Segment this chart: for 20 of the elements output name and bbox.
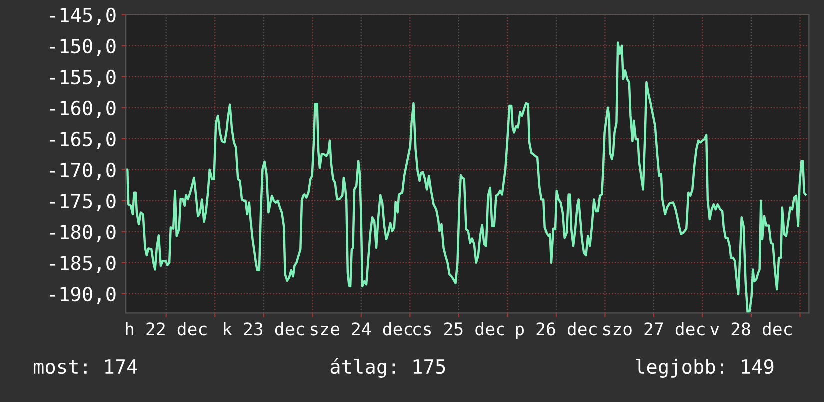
y-tick-label: -175,0 [50,194,116,212]
y-tick-label: -145,0 [50,8,116,26]
x-tick-label: cs 25 dec [414,322,504,336]
text: átlag: 175 [330,358,446,378]
y-tick-label: -165,0 [50,132,116,150]
text: most: 174 [34,360,138,374]
x-tick-label: k 23 dec [224,322,304,336]
text: legjobb: 149 [636,358,774,378]
x-tick-label: sze 24 dec [310,322,412,336]
y-tick-label: -160,0 [50,100,116,118]
y-tick-label: -170,0 [50,162,116,180]
x-tick-label: p 26 dec [516,322,597,340]
y-tick-label: -150,0 [50,38,116,56]
x-tick-label: h 22 dec [126,322,207,336]
y-tick-label: -180,0 [50,224,116,242]
y-tick-label: -155,0 [50,70,116,88]
x-tick-label: szo 27 dec [604,322,705,336]
y-tick-label: -185,0 [50,256,116,274]
x-tick-label: v 28 dec [710,322,792,336]
y-tick-label: -190,0 [50,286,116,304]
